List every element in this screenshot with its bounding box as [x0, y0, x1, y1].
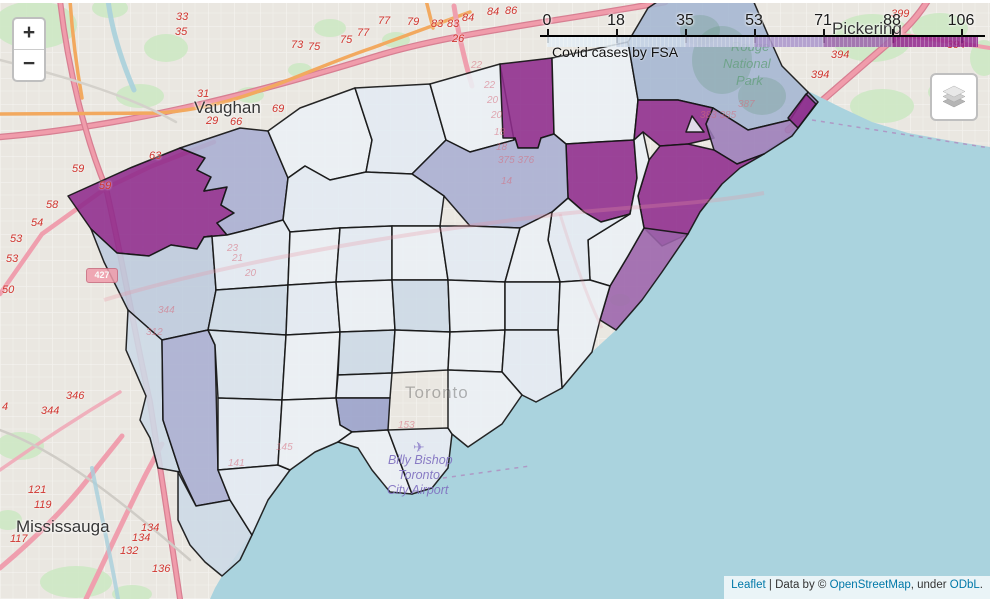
road-line-faint [103, 191, 765, 302]
park-patch [40, 566, 112, 598]
fsa-polygon[interactable] [447, 329, 506, 373]
water-layer [210, 92, 990, 599]
highway-shield: 427 [86, 268, 118, 283]
attribution-bar: Leaflet | Data by © OpenStreetMap, under… [724, 576, 990, 599]
fsa-polygon[interactable] [281, 331, 341, 401]
fsa-polygon[interactable] [391, 329, 451, 374]
park-patch [112, 585, 152, 599]
fsa-polygon[interactable] [705, 91, 819, 165]
ferry-route [811, 119, 990, 149]
fsa-polygon[interactable] [337, 329, 396, 376]
fsa-polygon[interactable] [685, 115, 705, 133]
road-line [105, 3, 137, 93]
road-line [0, 3, 667, 139]
fsa-polygon[interactable] [335, 279, 396, 333]
park-patch [144, 34, 188, 62]
road-line [0, 428, 192, 562]
lake-ontario [210, 92, 990, 599]
park-patch [116, 84, 164, 108]
road-line [424, 3, 435, 30]
odbl-link[interactable]: ODbL [949, 579, 980, 591]
fsa-polygon[interactable] [207, 329, 287, 401]
road-line [0, 390, 122, 472]
attribution-text: | Data by © [765, 579, 830, 591]
fsa-polygon[interactable] [504, 211, 561, 283]
fsa-polygon[interactable] [411, 133, 569, 229]
fsa-polygon[interactable] [335, 372, 393, 399]
fsa-polygon[interactable] [335, 225, 393, 283]
fsa-polygon[interactable] [207, 284, 289, 336]
road-line [90, 466, 120, 599]
zoom-out-button[interactable]: − [22, 52, 36, 75]
park-patch [0, 432, 44, 460]
rouge-park-patch [680, 15, 720, 45]
fsa-polygon[interactable] [787, 93, 817, 129]
ferry-route [442, 465, 531, 479]
basemap-svg[interactable] [0, 3, 990, 599]
choropleth-layer[interactable] [67, 3, 819, 577]
road-line [83, 441, 165, 599]
fsa-polygon[interactable] [551, 41, 639, 145]
attribution-text-3: . [979, 579, 983, 591]
layers-icon [942, 85, 966, 108]
zoom-in-button[interactable]: + [14, 19, 44, 50]
fsa-polygon[interactable] [587, 131, 650, 287]
fsa-polygon[interactable] [391, 279, 451, 333]
fsa-polygon[interactable] [177, 471, 253, 577]
zoom-control: + − [12, 17, 46, 82]
fsa-polygon[interactable] [285, 281, 341, 336]
map-canvas[interactable]: Vaughan Mississauga Pickering Toronto ✈ Billy… [0, 3, 990, 599]
road-line [0, 10, 472, 116]
layers-control[interactable] [930, 73, 978, 121]
rouge-park-patch [738, 77, 786, 115]
park-patch [850, 89, 914, 123]
fsa-polygon[interactable] [287, 227, 341, 286]
road-line-faint [558, 213, 604, 329]
fsa-polygon[interactable] [504, 281, 561, 331]
park-patch [314, 19, 346, 37]
road-line [68, 3, 84, 100]
leaflet-link[interactable]: Leaflet [731, 579, 766, 591]
attribution-text-2: , under [910, 579, 950, 591]
fsa-polygon[interactable] [447, 369, 523, 448]
fsa-polygon[interactable] [499, 57, 555, 149]
fsa-polygon[interactable] [447, 279, 506, 333]
fsa-polygon[interactable] [217, 397, 283, 471]
osm-link[interactable]: OpenStreetMap [829, 579, 911, 591]
park-patch [0, 510, 22, 530]
